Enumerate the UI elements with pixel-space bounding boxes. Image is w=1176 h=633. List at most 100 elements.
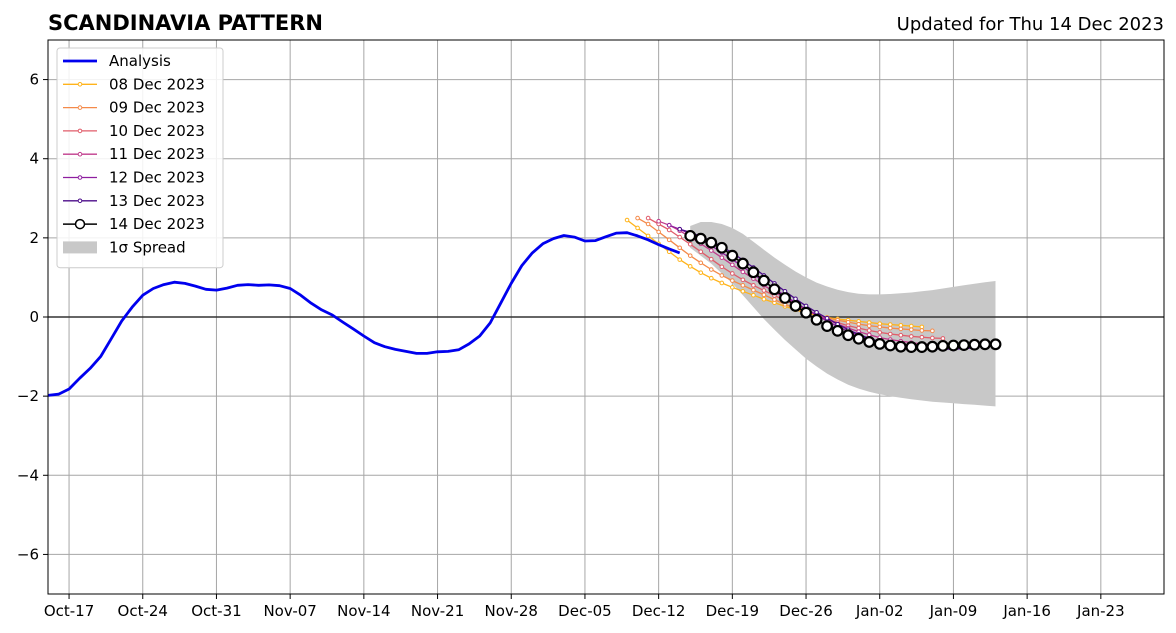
legend-label: 1σ Spread xyxy=(109,238,186,256)
legend-label: 12 Dec 2023 xyxy=(109,169,205,187)
legend-label: 13 Dec 2023 xyxy=(109,192,205,210)
latest-forecast-point xyxy=(789,300,802,312)
forecast-point xyxy=(740,288,746,294)
x-tick-label: Jan-16 xyxy=(1002,602,1051,620)
x-tick-label: Nov-21 xyxy=(411,602,464,620)
forecast-point xyxy=(761,296,767,302)
latest-forecast-point xyxy=(873,338,886,350)
forecast-point xyxy=(898,326,904,332)
forecast-point xyxy=(814,309,819,315)
forecast-point xyxy=(856,325,861,331)
legend-entry: 10 Dec 2023 xyxy=(63,122,205,140)
x-tick-label: Nov-07 xyxy=(263,602,316,620)
forecast-point xyxy=(730,271,735,276)
legend-entry: 08 Dec 2023 xyxy=(63,75,205,93)
x-axis: Oct-17 Oct-24 Oct-31 Nov-07 Nov-14 Nov-21 Nov-… xyxy=(44,594,1125,620)
forecast-point xyxy=(677,257,682,262)
forecast-point xyxy=(687,253,693,258)
forecast-point xyxy=(719,264,725,270)
legend-entry: 11 Dec 2023 xyxy=(63,145,205,163)
forecast-point xyxy=(887,322,893,327)
forecast-point xyxy=(708,267,714,272)
forecast-point xyxy=(624,217,630,223)
legend-entry: 1σ Spread xyxy=(63,238,186,256)
legend-swatch xyxy=(63,241,97,254)
forecast-point xyxy=(919,324,925,330)
forecast-point xyxy=(909,327,914,332)
y-tick-label: 4 xyxy=(29,150,39,168)
latest-forecast-point xyxy=(736,257,749,270)
latest-forecast-point xyxy=(926,340,939,353)
forecast-point xyxy=(719,280,725,286)
chart-title: SCANDINAVIA PATTERN xyxy=(48,11,323,35)
forecast-point xyxy=(751,287,756,293)
forecast-point xyxy=(698,249,704,255)
legend-label: 08 Dec 2023 xyxy=(109,75,205,93)
x-tick-label: Oct-31 xyxy=(191,602,241,620)
legend-marker xyxy=(77,198,83,204)
spread-layer xyxy=(690,222,996,407)
forecast-point xyxy=(635,215,640,221)
forecast-point xyxy=(677,245,682,251)
legend-marker xyxy=(77,105,83,110)
legend-marker xyxy=(77,175,83,180)
forecast-point xyxy=(866,328,872,333)
y-tick-label: 2 xyxy=(29,229,39,247)
forecast-point xyxy=(898,323,904,328)
x-tick-label: Dec-05 xyxy=(558,602,612,620)
legend-entry: Analysis xyxy=(63,52,171,70)
forecast-point xyxy=(856,321,861,327)
forecast-point xyxy=(761,288,767,293)
latest-forecast-point xyxy=(979,338,991,351)
forecast-point xyxy=(719,255,725,260)
x-tick-label: Dec-12 xyxy=(632,602,686,620)
forecast-point xyxy=(635,225,640,231)
y-axis: −6 −4 −2 0 2 4 6 xyxy=(17,71,48,563)
latest-forecast-point xyxy=(831,324,844,337)
forecast-point xyxy=(656,218,661,224)
latest-forecast-point xyxy=(726,249,739,262)
forecast-point xyxy=(677,226,682,232)
latest-forecast-point xyxy=(810,313,823,326)
latest-forecast-point xyxy=(800,306,812,319)
forecast-point xyxy=(645,221,651,227)
forecast-point xyxy=(687,241,693,247)
legend-label: 10 Dec 2023 xyxy=(109,122,205,140)
latest-forecast-point xyxy=(958,339,970,351)
latest-forecast-point xyxy=(937,339,949,352)
forecast-point xyxy=(740,283,746,288)
forecast-point xyxy=(687,264,693,269)
latest-forecast-point xyxy=(715,241,728,254)
y-tick-label: −6 xyxy=(17,545,39,563)
forecast-point xyxy=(887,325,893,331)
latest-forecast-point xyxy=(894,340,907,353)
x-tick-label: Jan-09 xyxy=(929,602,978,620)
x-tick-label: Jan-23 xyxy=(1076,602,1125,620)
y-tick-label: 0 xyxy=(29,308,39,326)
y-tick-label: −2 xyxy=(17,387,39,405)
legend-entry: 12 Dec 2023 xyxy=(63,169,205,187)
forecast-point xyxy=(666,227,672,233)
latest-forecast-point xyxy=(884,339,897,352)
legend-entry: 13 Dec 2023 xyxy=(63,192,205,210)
forecast-point xyxy=(930,328,935,334)
forecast-point xyxy=(751,292,756,298)
latest-forecast-point xyxy=(842,329,855,342)
y-tick-label: −4 xyxy=(17,466,39,484)
latest-forecast-point xyxy=(915,341,928,353)
latest-forecast-point xyxy=(694,232,707,245)
forecast-point xyxy=(877,330,883,335)
forecast-point xyxy=(645,215,651,221)
forecast-point xyxy=(708,275,714,281)
latest-forecast-point xyxy=(821,320,833,333)
forecast-point xyxy=(677,234,682,240)
legend-entry: 09 Dec 2023 xyxy=(63,99,205,117)
latest-forecast-point xyxy=(779,292,791,304)
chart-subtitle: Updated for Thu 14 Dec 2023 xyxy=(897,14,1164,35)
forecast-point xyxy=(666,222,672,228)
latest-forecast-point xyxy=(852,332,865,345)
legend-box xyxy=(56,47,224,269)
x-tick-label: Nov-14 xyxy=(337,602,390,620)
forecast-point xyxy=(866,323,872,329)
legend-entry: 14 Dec 2023 xyxy=(63,215,205,233)
